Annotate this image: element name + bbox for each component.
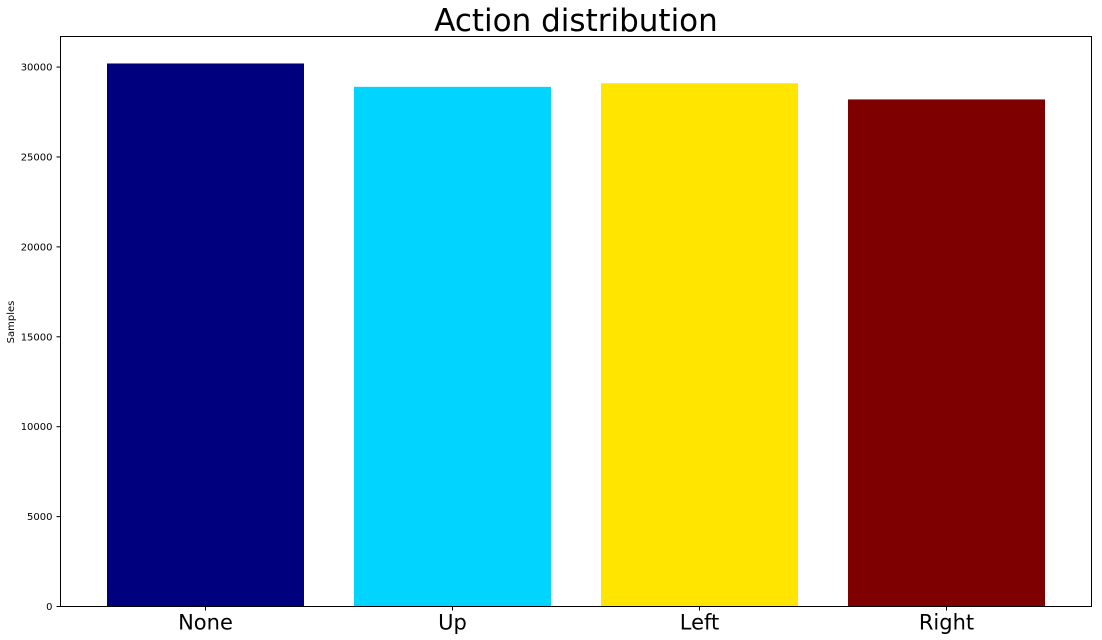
- bar-right: [848, 99, 1045, 607]
- bar-up: [354, 86, 551, 607]
- x-axis: None Up Left Right: [178, 606, 974, 635]
- y-tick-label: 0: [46, 602, 52, 613]
- plot-frame: [60, 36, 1092, 607]
- chart-title: Action distribution: [434, 3, 718, 39]
- bar-left: [601, 83, 798, 607]
- y-tick-label: 20000: [21, 242, 53, 253]
- bars-layer: [107, 63, 1045, 607]
- y-axis-label: Samples: [6, 301, 17, 344]
- bar-none: [107, 63, 304, 607]
- y-tick-label: 25000: [21, 152, 53, 163]
- y-axis: 0 5000 10000 15000 20000 25000 30000: [21, 63, 61, 613]
- x-tick-label: None: [178, 611, 233, 635]
- y-tick-label: 15000: [21, 332, 53, 343]
- x-tick-label: Left: [680, 611, 720, 635]
- x-tick-label: Up: [438, 611, 467, 635]
- x-tick-label: Right: [919, 611, 974, 635]
- y-tick-label: 10000: [21, 422, 53, 433]
- y-tick-label: 5000: [27, 512, 52, 523]
- y-tick-label: 30000: [21, 63, 53, 74]
